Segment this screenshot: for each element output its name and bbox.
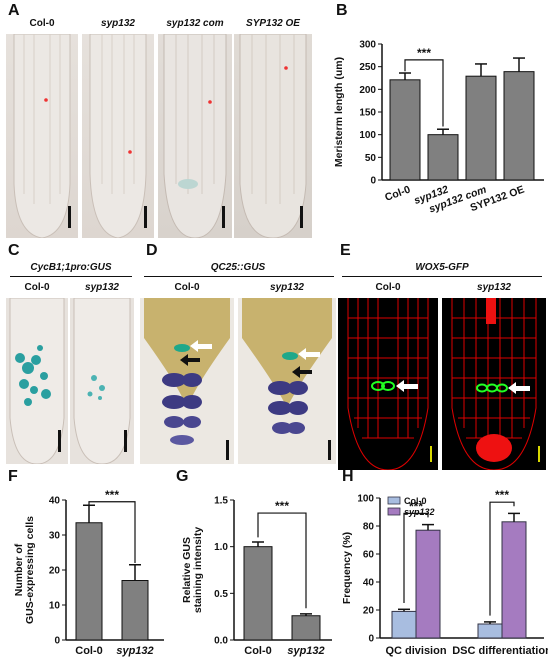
label-a-syp132: syp132 <box>101 18 135 29</box>
label-a-syp132oe: SYP132 OE <box>246 18 300 29</box>
bar <box>75 522 103 641</box>
y-tick-label: 20 <box>363 606 375 617</box>
x-tick-label: Col-0 <box>75 645 103 657</box>
y-tick-label: 40 <box>363 578 375 589</box>
micrograph-a-syp132 <box>82 34 154 238</box>
micrograph-d-col0 <box>140 298 234 464</box>
significance-bracket <box>257 512 307 609</box>
title-e: WOX5-GFP <box>415 262 469 273</box>
label-c-syp132: syp132 <box>85 282 119 293</box>
panel-letter-f: F <box>8 468 18 485</box>
label-a-syp132com: syp132 com <box>166 18 224 29</box>
micrograph-c-syp132 <box>70 298 134 464</box>
micrograph-a-syp132com <box>158 34 232 238</box>
y-tick-label: 60 <box>363 550 375 561</box>
y-tick-label: 0.5 <box>214 589 228 600</box>
y-tick-label: 100 <box>357 494 374 505</box>
y-axis-label: Number of <box>13 543 25 596</box>
y-axis-label: Relative GUS <box>181 537 193 603</box>
significance-bracket <box>489 501 515 616</box>
significance-label: *** <box>417 46 431 60</box>
significance-bracket <box>403 512 429 603</box>
y-tick-label: 100 <box>359 130 376 141</box>
bar <box>477 623 503 639</box>
label-c-col0: Col-0 <box>24 282 50 293</box>
panel-letter-e: E <box>340 242 351 259</box>
x-tick-label: Col-0 <box>244 645 272 657</box>
y-tick-label: 150 <box>359 108 376 119</box>
significance-label: *** <box>495 488 509 502</box>
legend-swatch <box>387 507 401 516</box>
y-tick-label: 50 <box>365 153 377 164</box>
y-tick-label: 1.0 <box>214 542 228 553</box>
title-c: CycB1;1pro:GUS <box>30 262 112 273</box>
legend-label: Col-0 <box>404 496 427 506</box>
chart-f: 0 10 20 30 40 Number of GUS-expressing cells Co… <box>13 488 164 657</box>
panel-letter-c: C <box>8 242 20 259</box>
y-tick-label: 0.0 <box>214 636 228 647</box>
significance-label: *** <box>105 488 119 502</box>
x-tick-label: syp132 <box>116 645 153 657</box>
chart-b: 0 50 100 150 200 250 300 Meristerm length (um) C… <box>333 40 544 215</box>
micrograph-e-col0 <box>338 298 438 470</box>
label-e-col0: Col-0 <box>375 282 401 293</box>
chart-g: 0.0 0.5 1.0 1.5 Relative GUS staining intensi… <box>181 496 332 657</box>
label-d-col0: Col-0 <box>174 282 200 293</box>
label-e-syp132: syp132 <box>477 282 511 293</box>
micrograph-a-col0 <box>6 34 78 238</box>
y-tick-label: 300 <box>359 40 376 51</box>
micrograph-a-syp132oe <box>234 34 312 238</box>
significance-label: *** <box>275 499 289 513</box>
micrograph-d-syp132 <box>238 298 336 464</box>
bar <box>465 75 497 181</box>
y-tick-label: 30 <box>49 531 61 542</box>
y-tick-label: 40 <box>49 496 61 507</box>
bar <box>121 580 149 641</box>
title-d-underline <box>144 276 334 277</box>
y-tick-label: 1.5 <box>214 496 228 507</box>
label-a-col0: Col-0 <box>29 18 55 29</box>
y-axis-label: Meristerm length (um) <box>333 57 345 167</box>
legend-label: syp132 <box>404 507 435 517</box>
panel-letter-a: A <box>8 2 20 19</box>
panel-letter-d: D <box>146 242 158 259</box>
bar <box>389 79 421 181</box>
x-tick-label: DSC differentiation <box>452 645 548 657</box>
bar <box>291 615 321 641</box>
bar <box>415 529 441 639</box>
bar <box>427 134 459 181</box>
y-tick-label: 20 <box>49 566 61 577</box>
panel-letter-h: H <box>342 468 354 485</box>
bar <box>501 521 527 639</box>
y-tick-label: 10 <box>49 601 61 612</box>
title-e-underline <box>342 276 542 277</box>
panel-letter-g: G <box>176 468 189 485</box>
micrograph-e-syp132 <box>442 298 546 470</box>
y-axis-label: staining intensity <box>192 527 204 614</box>
significance-bracket <box>404 59 444 127</box>
significance-bracket <box>88 501 136 563</box>
y-tick-label: 0 <box>370 176 376 187</box>
y-axis-label: Frequency (%) <box>341 532 353 604</box>
bar <box>391 610 417 639</box>
bar <box>243 546 273 641</box>
bar <box>503 71 535 181</box>
x-tick-label: syp132 <box>287 645 324 657</box>
label-d-syp132: syp132 <box>270 282 304 293</box>
title-c-underline <box>10 276 132 277</box>
y-axis-label: GUS-expressing cells <box>24 516 36 624</box>
significance-label: *** <box>409 499 423 513</box>
y-tick-label: 250 <box>359 62 376 73</box>
y-tick-label: 0 <box>368 634 374 645</box>
panel-letter-b: B <box>336 2 348 19</box>
y-tick-label: 200 <box>359 85 376 96</box>
x-tick-label: Col-0 <box>383 183 412 203</box>
micrograph-c-col0 <box>6 298 68 464</box>
legend-swatch <box>387 496 401 505</box>
y-tick-label: 0 <box>54 636 60 647</box>
title-d: QC25::GUS <box>210 262 266 273</box>
x-tick-label: QC division <box>385 645 446 657</box>
y-tick-label: 80 <box>363 522 375 533</box>
